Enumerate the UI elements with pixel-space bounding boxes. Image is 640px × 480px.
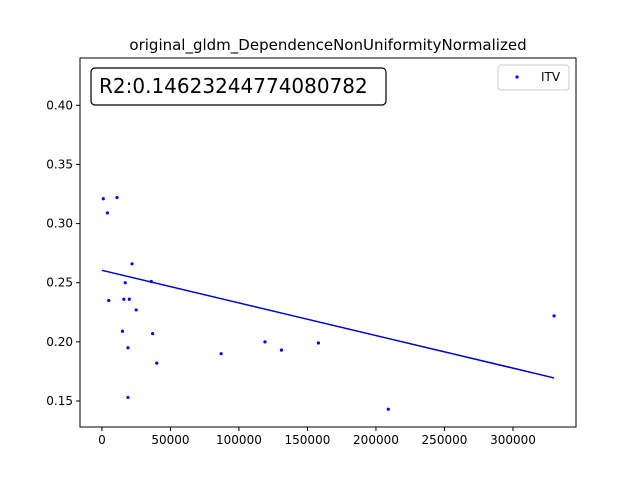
data-point bbox=[123, 281, 127, 285]
data-point bbox=[149, 279, 153, 284]
legend: ITV bbox=[497, 64, 570, 91]
y-tick-label: 0.30 bbox=[46, 217, 73, 231]
r2-annotation: R2:0.14623244774080782 bbox=[90, 67, 387, 106]
data-point bbox=[126, 395, 130, 400]
x-axis: 0 50000 100000 150000 200000 250000 300000 bbox=[98, 427, 536, 447]
data-points bbox=[101, 195, 556, 411]
data-point bbox=[134, 308, 138, 312]
data-point bbox=[120, 329, 125, 333]
y-axis: 0.15 0.20 0.25 0.30 0.35 0.40 bbox=[46, 98, 80, 408]
chart-title: original_gldm_DependenceNonUniformityNor… bbox=[129, 36, 526, 55]
r2-annotation-box bbox=[90, 67, 387, 106]
data-point bbox=[316, 341, 321, 345]
data-point bbox=[155, 361, 159, 365]
x-tick-label: 300000 bbox=[490, 433, 536, 447]
y-tick-label: 0.40 bbox=[46, 98, 73, 112]
x-tick-label: 150000 bbox=[285, 433, 331, 447]
data-point bbox=[219, 352, 223, 356]
data-point bbox=[115, 195, 119, 200]
data-point bbox=[263, 340, 267, 344]
y-tick-label: 0.20 bbox=[46, 335, 73, 349]
fit-line bbox=[101, 269, 555, 379]
data-point bbox=[127, 297, 131, 301]
x-tick-label: 100000 bbox=[216, 433, 262, 447]
data-point bbox=[552, 314, 556, 318]
data-point bbox=[130, 262, 134, 266]
x-tick-label: 200000 bbox=[353, 433, 399, 447]
plot-frame bbox=[79, 57, 577, 428]
plot-area bbox=[79, 57, 577, 428]
data-point bbox=[279, 348, 284, 352]
legend-marker-itv bbox=[515, 75, 519, 79]
data-point bbox=[386, 407, 390, 411]
data-point bbox=[101, 197, 105, 201]
data-point bbox=[107, 298, 111, 303]
y-tick-label: 0.15 bbox=[46, 394, 73, 408]
r2-annotation-text: R2:0.14623244774080782 bbox=[99, 74, 368, 98]
x-tick-label: 50000 bbox=[151, 433, 189, 447]
regression-line bbox=[101, 269, 555, 379]
data-point bbox=[105, 211, 110, 215]
x-tick-label: 0 bbox=[98, 433, 106, 447]
data-point bbox=[122, 297, 126, 301]
data-point bbox=[126, 346, 130, 350]
legend-label-itv: ITV bbox=[541, 70, 561, 84]
data-point bbox=[151, 331, 155, 336]
y-tick-label: 0.25 bbox=[46, 276, 73, 290]
legend-box bbox=[497, 64, 570, 91]
y-tick-label: 0.35 bbox=[46, 157, 73, 171]
x-tick-label: 250000 bbox=[422, 433, 468, 447]
